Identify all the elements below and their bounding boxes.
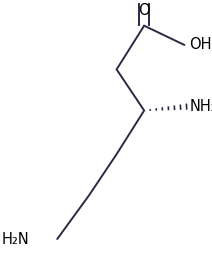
Text: H₂N: H₂N [2,232,30,246]
Text: OH: OH [189,38,211,52]
Text: O: O [138,3,150,17]
Text: NH₂: NH₂ [190,99,212,114]
